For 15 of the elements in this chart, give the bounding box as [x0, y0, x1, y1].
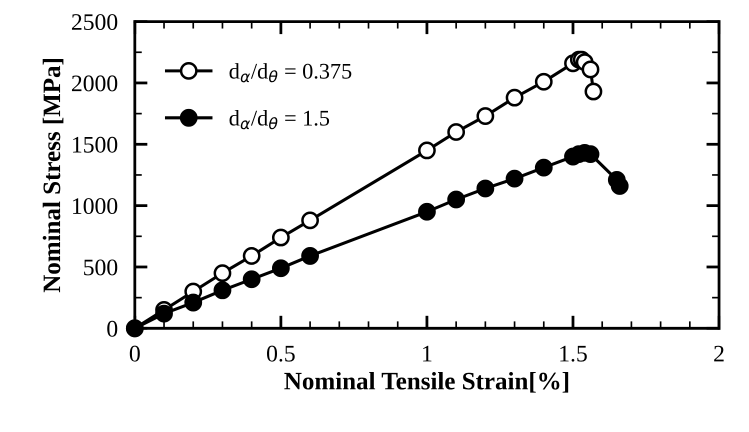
x-tick-label: 2 [714, 346, 724, 362]
y-tick-label: 2000 [72, 75, 118, 92]
legend-label: d$_{α}$/d$_{θ}$ = 0.375 [230, 63, 352, 82]
x-tick-label: 0.5 [267, 346, 295, 362]
x-tick-label: 1 [423, 346, 432, 362]
y-axis-title: Nominal Stress [MPa] [42, 59, 64, 292]
x-tick-label: 0 [130, 346, 140, 362]
y-tick-label: 0 [107, 320, 118, 337]
y-tick-label: 1000 [73, 198, 118, 214]
y-tick-label: 500 [84, 259, 118, 276]
y-tick-label: 1500 [73, 136, 118, 153]
x-tick-label: 1.5 [560, 346, 587, 362]
legend-label: d$_{α}$/d$_{θ}$ = 1.5 [230, 110, 330, 130]
x-axis-title: Nominal Tensile Strain[%] [284, 372, 568, 393]
y-tick-label: 2500 [72, 14, 118, 30]
